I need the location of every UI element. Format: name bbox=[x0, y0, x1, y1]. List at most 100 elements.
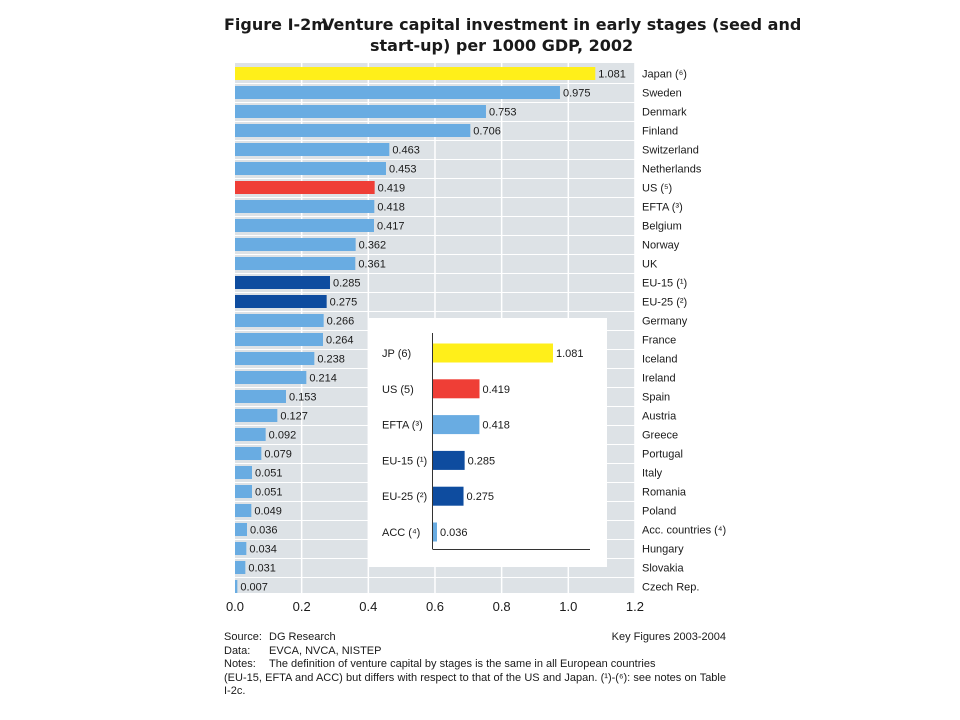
value-label: 0.418 bbox=[377, 202, 405, 214]
category-label: Sweden bbox=[642, 88, 682, 100]
inset-bar bbox=[433, 343, 553, 363]
bar bbox=[235, 86, 560, 99]
category-label: Slovakia bbox=[642, 563, 684, 575]
category-label: Netherlands bbox=[642, 164, 702, 176]
bar bbox=[235, 371, 307, 384]
category-label: Japan (⁶) bbox=[642, 69, 687, 81]
value-label: 0.034 bbox=[249, 544, 277, 556]
x-tick-label: 0.6 bbox=[426, 599, 444, 614]
inset-value-label: 1.081 bbox=[556, 348, 584, 360]
inset-category-label: US (5) bbox=[382, 384, 414, 396]
value-label: 0.264 bbox=[326, 335, 354, 347]
value-label: 0.007 bbox=[240, 582, 268, 594]
inset-value-label: 0.036 bbox=[440, 527, 468, 539]
bar bbox=[235, 390, 286, 403]
notes-line-1: The definition of venture capital by sta… bbox=[269, 658, 656, 670]
footer: Source: DG Research Key Figures 2003-200… bbox=[224, 631, 726, 699]
category-label: Finland bbox=[642, 126, 678, 138]
category-label: Denmark bbox=[642, 107, 687, 119]
inset-value-label: 0.419 bbox=[483, 384, 511, 396]
chart-title: Figure I-2m Venture capital investment i… bbox=[224, 14, 801, 56]
x-tick-label: 1.2 bbox=[626, 599, 644, 614]
value-label: 0.753 bbox=[489, 107, 517, 119]
bar bbox=[235, 485, 252, 498]
inset-category-label: EU-15 (¹) bbox=[382, 455, 427, 467]
inset-value-label: 0.285 bbox=[468, 455, 496, 467]
value-label: 0.031 bbox=[248, 563, 276, 575]
inset-bar bbox=[433, 415, 480, 435]
category-label: Portugal bbox=[642, 449, 683, 461]
category-label: Czech Rep. bbox=[642, 582, 699, 594]
inset-value-label: 0.275 bbox=[467, 491, 495, 503]
category-label: Romania bbox=[642, 487, 687, 499]
category-label: US (⁵) bbox=[642, 183, 672, 195]
bar bbox=[235, 352, 315, 365]
bar bbox=[235, 295, 327, 308]
bar bbox=[235, 124, 471, 137]
value-label: 0.092 bbox=[269, 430, 297, 442]
value-label: 0.127 bbox=[280, 411, 308, 423]
value-label: 0.361 bbox=[358, 259, 386, 271]
bar bbox=[235, 219, 374, 232]
bar bbox=[235, 561, 246, 574]
x-axis-ticks: 0.0 0.2 0.4 0.6 0.8 1.0 1.2 bbox=[226, 599, 644, 614]
notes-label: Notes: bbox=[224, 658, 256, 670]
category-label: Switzerland bbox=[642, 145, 699, 157]
key-figures: Key Figures 2003-2004 bbox=[611, 631, 726, 643]
title-line-2: start-up) per 1000 GDP, 2002 bbox=[370, 36, 634, 55]
inset-category-label: EFTA (³) bbox=[382, 420, 423, 432]
x-tick-label: 0.0 bbox=[226, 599, 244, 614]
x-tick-label: 0.2 bbox=[293, 599, 311, 614]
bar bbox=[235, 428, 266, 441]
category-label: EU-15 (¹) bbox=[642, 278, 687, 290]
notes-text: (EU-15, EFTA and ACC) but differs with r… bbox=[224, 671, 726, 698]
value-label: 0.238 bbox=[317, 354, 345, 366]
bar bbox=[235, 105, 486, 118]
bar bbox=[235, 542, 247, 555]
x-tick-label: 0.8 bbox=[493, 599, 511, 614]
bar bbox=[235, 466, 252, 479]
value-label: 0.417 bbox=[377, 221, 405, 233]
category-label: Hungary bbox=[642, 544, 684, 556]
inset-bar bbox=[433, 379, 480, 399]
chart-area: 1.081 0.975 0.753 0.706 0.463 0.453 0.419 0.418… bbox=[226, 63, 726, 614]
inset-bar bbox=[433, 486, 464, 506]
value-label: 0.051 bbox=[255, 468, 283, 480]
category-label: Spain bbox=[642, 392, 670, 404]
value-label: 0.975 bbox=[563, 88, 591, 100]
category-label: Poland bbox=[642, 506, 676, 518]
category-label: Greece bbox=[642, 430, 678, 442]
category-label: Belgium bbox=[642, 221, 682, 233]
figure-label: Figure I-2m bbox=[224, 15, 328, 34]
bar bbox=[235, 257, 356, 270]
category-label: UK bbox=[642, 259, 658, 271]
value-label: 0.419 bbox=[378, 183, 406, 195]
bar bbox=[235, 447, 262, 460]
main-category-labels: Japan (⁶) Sweden Denmark Finland Switzerland… bbox=[642, 69, 726, 594]
bar bbox=[235, 162, 386, 175]
value-label: 0.079 bbox=[264, 449, 292, 461]
inset-value-label: 0.418 bbox=[482, 420, 510, 432]
category-label: EFTA (³) bbox=[642, 202, 683, 214]
inset-category-label: JP (6) bbox=[382, 348, 411, 360]
category-label: Ireland bbox=[642, 373, 676, 385]
category-label: Italy bbox=[642, 468, 663, 480]
x-tick-label: 0.4 bbox=[359, 599, 377, 614]
data-value: EVCA, NVCA, NISTEP bbox=[269, 644, 382, 657]
bar bbox=[235, 238, 356, 251]
category-label: Iceland bbox=[642, 354, 677, 366]
bar bbox=[235, 409, 278, 422]
bar bbox=[235, 523, 247, 536]
value-label: 1.081 bbox=[598, 69, 626, 81]
value-label: 0.453 bbox=[389, 164, 417, 176]
main-bars bbox=[235, 67, 596, 593]
inset-bar bbox=[433, 522, 437, 542]
value-label: 0.036 bbox=[250, 525, 278, 537]
inset-chart: 1.081 JP (6) 0.419 US (5) 0.418 EFTA (³) 0.285… bbox=[368, 318, 607, 567]
category-label: EU-25 (²) bbox=[642, 297, 687, 309]
bar bbox=[235, 181, 375, 194]
value-label: 0.214 bbox=[309, 373, 337, 385]
source-value: DG Research bbox=[269, 631, 336, 643]
bar bbox=[235, 314, 324, 327]
inset-category-label: EU-25 (²) bbox=[382, 491, 427, 503]
